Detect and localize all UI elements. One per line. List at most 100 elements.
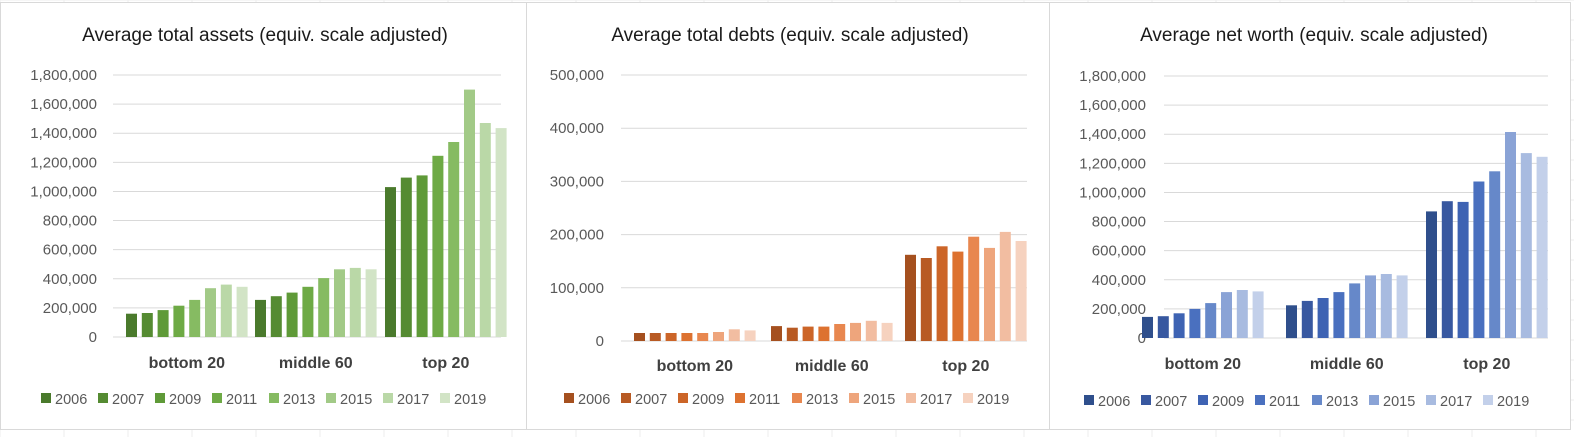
debts-legend-swatch-2015 [849,393,859,403]
net-worth-bar-2009-0[interactable] [1173,313,1185,338]
net-worth-bar-2011-2[interactable] [1473,181,1485,339]
assets-bar-2019-0[interactable] [236,286,248,337]
assets-bar-2009-1[interactable] [286,292,298,337]
assets-bar-2007-1[interactable] [270,296,282,337]
net-worth-bar-2007-1[interactable] [1301,300,1313,338]
debts-bar-2009-0[interactable] [665,333,677,341]
debts-legend-label-2015: 2015 [863,392,895,408]
debts-bar-2017-2[interactable] [999,231,1011,341]
debts-bar-2011-1[interactable] [818,326,830,341]
net-worth-category-label: middle 60 [1310,356,1384,373]
assets-legend-swatch-2009 [155,393,165,403]
assets-bar-2006-1[interactable] [255,299,266,337]
net-worth-bar-2006-0[interactable] [1142,316,1153,338]
assets-category-label: bottom 20 [149,355,226,372]
net-worth-bar-2015-1[interactable] [1365,275,1376,338]
net-worth-y-tick-label: 1,000,000 [1079,184,1146,201]
net-worth-bar-2013-0[interactable] [1205,303,1217,338]
assets-bar-2015-0[interactable] [205,288,216,337]
assets-legend-swatch-2015 [326,393,336,403]
net-worth-bar-2019-1[interactable] [1396,275,1408,338]
debts-bar-2006-0[interactable] [634,333,645,341]
net-worth-bar-2017-0[interactable] [1236,290,1248,338]
debts-bar-2017-1[interactable] [865,320,877,341]
net-worth-legend-swatch-2006 [1084,395,1094,405]
net-worth-legend-swatch-2013 [1312,395,1322,405]
debts-bar-2017-0[interactable] [728,329,740,341]
assets-bar-2017-2[interactable] [479,123,491,337]
debts-bar-2013-0[interactable] [697,333,709,341]
debts-bar-2009-1[interactable] [802,326,814,341]
assets-bar-2011-2[interactable] [432,155,444,337]
debts-legend-label-2009: 2009 [692,392,724,408]
net-worth-bar-2006-2[interactable] [1426,211,1437,338]
debts-bar-2019-1[interactable] [881,322,893,341]
assets-bar-2019-1[interactable] [365,269,377,337]
debts-bar-2019-2[interactable] [1015,241,1027,341]
assets-bar-2015-2[interactable] [464,89,475,337]
assets-legend-label-2019: 2019 [454,392,486,408]
net-worth-legend-label-2017: 2017 [1440,394,1472,410]
debts-bar-2006-1[interactable] [771,326,782,341]
assets-bar-2006-2[interactable] [385,187,396,337]
net-worth-bar-2013-1[interactable] [1349,283,1361,338]
net-worth-bar-2009-1[interactable] [1317,298,1329,338]
assets-bar-2013-1[interactable] [318,278,330,337]
debts-category-label: middle 60 [795,358,869,375]
debts-legend-label-2011: 2011 [749,392,780,408]
debts-bar-2009-2[interactable] [936,246,948,341]
debts-bar-2011-0[interactable] [681,333,693,341]
assets-bar-2013-2[interactable] [448,142,460,337]
net-worth-bar-2015-2[interactable] [1505,132,1516,338]
net-worth-bar-2019-2[interactable] [1536,156,1548,338]
assets-bar-2011-1[interactable] [302,286,314,337]
assets-category-label: top 20 [422,355,469,372]
net-worth-bar-2017-1[interactable] [1380,274,1392,338]
net-worth-chart[interactable]: Average net worth (equiv. scale adjusted… [1049,2,1571,430]
net-worth-legend-swatch-2011 [1255,395,1265,405]
net-worth-bar-2015-0[interactable] [1221,292,1232,338]
assets-bar-2017-1[interactable] [349,267,361,337]
net-worth-legend-label-2011: 2011 [1269,394,1300,410]
net-worth-bar-2019-0[interactable] [1252,291,1264,338]
assets-bar-2017-0[interactable] [220,284,232,337]
net-worth-bar-2007-2[interactable] [1441,201,1453,338]
debts-chart[interactable]: Average total debts (equiv. scale adjust… [526,2,1050,430]
assets-bar-2015-1[interactable] [334,269,345,337]
net-worth-bar-2007-0[interactable] [1157,316,1169,338]
net-worth-bar-2011-1[interactable] [1333,292,1345,338]
assets-y-tick-label: 600,000 [43,242,97,259]
debts-y-tick-label: 300,000 [550,173,604,190]
assets-bar-2007-0[interactable] [141,313,153,337]
net-worth-bar-2013-2[interactable] [1489,171,1501,338]
debts-bar-2015-1[interactable] [850,322,861,341]
debts-y-tick-label: 500,000 [550,67,604,84]
assets-bar-2011-0[interactable] [173,305,185,337]
net-worth-bar-2011-0[interactable] [1189,308,1201,338]
debts-bar-2013-1[interactable] [834,324,846,341]
assets-y-tick-label: 200,000 [43,300,97,317]
assets-chart[interactable]: Average total assets (equiv. scale adjus… [0,2,527,430]
debts-bar-2007-0[interactable] [649,333,661,341]
debts-bar-2013-2[interactable] [968,236,980,341]
assets-bar-2019-2[interactable] [495,128,507,337]
debts-bar-2007-1[interactable] [786,327,798,341]
assets-bar-2009-2[interactable] [416,175,428,337]
debts-bar-2007-2[interactable] [920,258,932,341]
assets-bar-2006-0[interactable] [126,313,137,337]
debts-bar-2006-2[interactable] [905,254,916,341]
debts-bar-2011-2[interactable] [952,251,964,341]
net-worth-bar-2009-2[interactable] [1457,201,1469,338]
assets-bar-2009-0[interactable] [157,310,169,337]
assets-bar-2007-2[interactable] [400,177,412,337]
assets-bar-2013-0[interactable] [189,299,201,337]
assets-legend-swatch-2011 [212,393,222,403]
net-worth-legend-swatch-2015 [1369,395,1379,405]
debts-bar-2015-2[interactable] [984,247,995,341]
debts-bar-2015-0[interactable] [713,332,724,341]
debts-bar-2019-0[interactable] [744,330,756,341]
net-worth-bar-2006-1[interactable] [1286,305,1297,339]
net-worth-bar-2017-2[interactable] [1520,153,1532,338]
net-worth-y-tick-label: 800,000 [1092,214,1146,231]
assets-legend-label-2006: 2006 [55,392,87,408]
